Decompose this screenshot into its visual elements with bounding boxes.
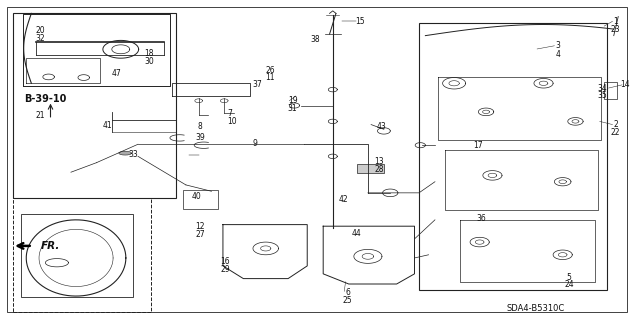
Text: 26: 26 <box>266 66 275 75</box>
Text: 13: 13 <box>374 157 383 166</box>
Text: 4: 4 <box>555 49 560 59</box>
Bar <box>21 214 133 297</box>
Text: 8: 8 <box>198 122 202 131</box>
Bar <box>357 164 384 173</box>
Text: 10: 10 <box>227 117 237 126</box>
Text: 36: 36 <box>476 214 486 223</box>
Text: 29: 29 <box>221 265 230 274</box>
Text: 30: 30 <box>144 56 154 65</box>
Text: 24: 24 <box>564 280 574 289</box>
Text: FR.: FR. <box>40 241 60 251</box>
Text: 44: 44 <box>351 229 361 238</box>
Text: 38: 38 <box>310 35 320 44</box>
Text: B-39-10: B-39-10 <box>24 94 66 104</box>
Text: 6: 6 <box>345 288 350 297</box>
Bar <box>182 190 218 209</box>
Text: 25: 25 <box>342 296 352 305</box>
Text: 21: 21 <box>36 111 45 120</box>
Text: 37: 37 <box>253 80 262 89</box>
Text: 14: 14 <box>620 80 630 89</box>
Text: 41: 41 <box>102 121 112 130</box>
Bar <box>13 13 176 197</box>
Text: 7: 7 <box>227 109 232 118</box>
Text: 27: 27 <box>195 230 205 239</box>
Text: 19: 19 <box>288 96 298 105</box>
Text: 12: 12 <box>195 222 205 231</box>
Text: 34: 34 <box>597 84 607 93</box>
Ellipse shape <box>119 151 132 155</box>
Text: 32: 32 <box>35 34 45 43</box>
Bar <box>604 82 617 99</box>
Text: SDA4-B5310C: SDA4-B5310C <box>507 304 565 313</box>
Bar <box>419 23 607 290</box>
Text: 11: 11 <box>266 73 275 82</box>
Text: 22: 22 <box>611 128 620 137</box>
Text: 35: 35 <box>597 92 607 100</box>
Text: 43: 43 <box>377 122 387 131</box>
Text: 40: 40 <box>192 191 202 201</box>
Text: 3: 3 <box>555 41 560 50</box>
Text: 42: 42 <box>339 195 348 204</box>
Text: 20: 20 <box>35 26 45 35</box>
Text: 18: 18 <box>144 48 154 58</box>
Text: 15: 15 <box>355 17 364 26</box>
Text: 23: 23 <box>611 25 621 34</box>
Text: 31: 31 <box>288 104 298 113</box>
Text: 33: 33 <box>128 150 138 159</box>
Text: 2: 2 <box>613 120 618 129</box>
Text: 1: 1 <box>613 17 618 26</box>
Text: 16: 16 <box>221 257 230 266</box>
Text: 17: 17 <box>474 141 483 150</box>
Text: 5: 5 <box>566 272 572 281</box>
Text: 39: 39 <box>195 133 205 142</box>
Text: 47: 47 <box>112 69 122 78</box>
Text: 9: 9 <box>252 139 257 148</box>
Text: 28: 28 <box>374 165 383 174</box>
